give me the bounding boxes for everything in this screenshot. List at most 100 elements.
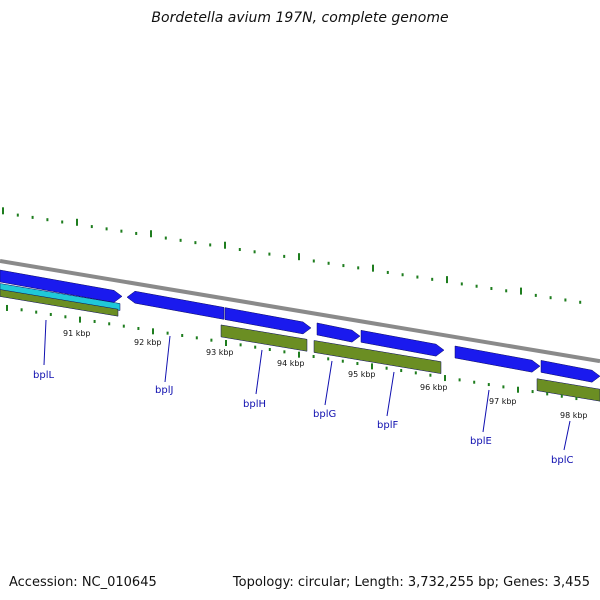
inner-minor-tick	[531, 390, 534, 394]
inner-minor-tick	[93, 319, 96, 323]
inner-minor-tick	[312, 355, 315, 359]
backbone-ring	[0, 259, 600, 364]
gene-label: bplC	[551, 455, 573, 466]
inner-minor-tick	[575, 397, 578, 401]
inner-minor-tick	[64, 315, 67, 319]
inner-major-tick	[79, 316, 81, 323]
cds-arrow	[454, 345, 541, 373]
scale-label: 97 kbp	[489, 397, 517, 406]
outer-minor-tick	[357, 266, 360, 270]
cds-reverse	[536, 378, 600, 402]
inner-minor-tick	[268, 348, 271, 352]
outer-minor-tick	[164, 236, 167, 240]
inner-minor-tick	[327, 357, 330, 361]
outer-minor-tick	[238, 248, 241, 252]
outer-minor-tick	[105, 227, 108, 231]
inner-minor-tick	[385, 366, 388, 370]
inner-minor-tick	[487, 383, 490, 387]
inner-minor-tick	[429, 373, 432, 377]
inner-minor-tick	[283, 350, 286, 354]
outer-minor-tick	[564, 298, 567, 302]
gene-label: bplL	[33, 370, 54, 381]
outer-minor-tick	[534, 293, 537, 297]
inner-minor-tick	[137, 326, 140, 330]
outer-minor-tick	[135, 231, 138, 235]
outer-major-tick	[298, 253, 300, 261]
inner-tick-ring	[6, 304, 578, 401]
scale-label: 94 kbp	[277, 359, 305, 368]
inner-minor-tick	[400, 369, 403, 373]
inner-major-tick	[152, 328, 154, 335]
outer-minor-tick	[490, 287, 493, 291]
inner-minor-tick	[122, 324, 125, 328]
scale-label: 91 kbp	[63, 329, 91, 338]
outer-minor-tick	[90, 225, 93, 229]
outer-minor-tick	[209, 243, 212, 247]
gene-label: bplF	[377, 420, 398, 431]
scale-labels: 91 kbp 92 kbp 93 kbp 94 kbp 95 kbp 96 kbp 97 k…	[63, 329, 588, 420]
gene-label: bplJ	[155, 385, 173, 396]
inner-major-tick	[225, 340, 227, 346]
outer-minor-tick	[342, 264, 345, 268]
cds-arrow	[540, 360, 600, 383]
outer-minor-tick	[579, 300, 582, 304]
outer-minor-tick	[401, 273, 404, 277]
cds-reverse	[313, 340, 442, 374]
scale-label: 95 kbp	[348, 370, 376, 379]
inner-minor-tick	[254, 345, 257, 349]
inner-minor-tick	[239, 343, 242, 347]
cds-arrow	[316, 322, 361, 343]
inner-minor-tick	[356, 362, 359, 366]
inner-minor-tick	[502, 385, 505, 389]
gene-leader-line	[43, 319, 47, 366]
inner-minor-tick	[20, 308, 23, 312]
outer-minor-tick	[505, 289, 508, 293]
inner-minor-tick	[210, 338, 213, 342]
inner-minor-tick	[560, 394, 563, 398]
outer-major-tick	[372, 264, 374, 272]
outer-minor-tick	[31, 215, 34, 219]
cds-arrow	[360, 329, 445, 357]
outer-major-tick	[224, 241, 226, 249]
inner-minor-tick	[458, 378, 461, 382]
gene-label: bplH	[243, 399, 266, 410]
outer-minor-tick	[46, 218, 49, 222]
outer-minor-tick	[283, 254, 286, 258]
outer-major-tick	[520, 287, 522, 295]
outer-minor-tick	[268, 252, 271, 256]
inner-minor-tick	[546, 392, 549, 396]
scale-label: 98 kbp	[560, 411, 588, 420]
gene-leader-line	[164, 335, 171, 383]
inner-minor-tick	[195, 336, 198, 340]
outer-minor-tick	[475, 284, 478, 288]
outer-minor-tick	[549, 296, 552, 300]
scale-label: 93 kbp	[206, 348, 234, 357]
gene-features	[0, 269, 600, 402]
outer-minor-tick	[312, 259, 315, 263]
gene-leader-line	[386, 371, 395, 417]
gene-leader-line	[482, 389, 490, 433]
cds-reverse	[220, 324, 308, 352]
inner-major-tick	[298, 351, 300, 358]
outer-minor-tick	[431, 277, 434, 281]
topology-summary: Topology: circular; Length: 3,732,255 bp…	[232, 575, 590, 590]
outer-minor-tick	[120, 229, 123, 233]
outer-major-tick	[76, 218, 78, 226]
outer-tick-ring	[2, 207, 582, 304]
map-title: Bordetella avium 197N, complete genome	[151, 10, 449, 26]
outer-minor-tick	[16, 213, 19, 217]
outer-major-tick	[446, 276, 448, 284]
outer-minor-tick	[253, 250, 256, 254]
gene-labels: bplL bplJ bplH bplG bplF bplE bplC	[33, 319, 573, 466]
outer-minor-tick	[327, 261, 330, 265]
scale-label: 92 kbp	[134, 338, 162, 347]
outer-major-tick	[2, 207, 4, 215]
inner-minor-tick	[166, 331, 169, 335]
outer-minor-tick	[61, 220, 64, 224]
cds-reverse	[0, 289, 119, 317]
gene-leader-line	[324, 360, 333, 406]
inner-major-tick	[371, 363, 373, 370]
inner-major-tick	[6, 304, 8, 311]
inner-minor-tick	[35, 310, 38, 314]
gene-leader-line	[563, 420, 571, 451]
